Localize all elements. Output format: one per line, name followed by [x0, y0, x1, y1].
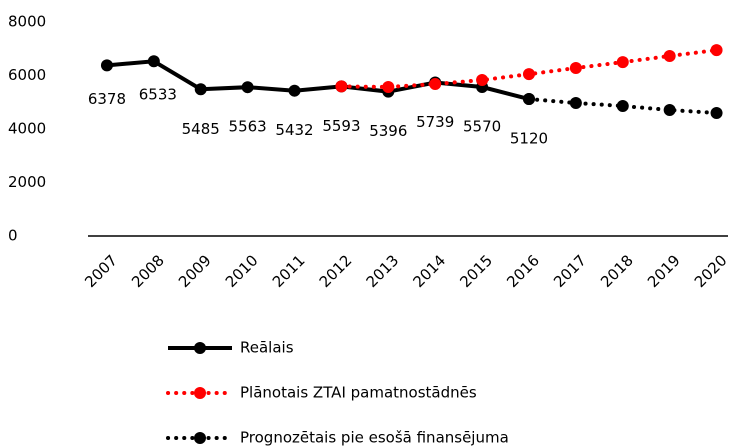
marker: [710, 106, 723, 119]
legend-marker: [194, 342, 206, 354]
data-label: 5396: [369, 122, 407, 140]
x-tick-label: 2007: [81, 251, 121, 291]
marker: [710, 44, 723, 57]
legend-marker: [194, 387, 206, 399]
data-label: 5485: [182, 120, 220, 138]
y-tick-label: 8000: [8, 13, 46, 31]
marker: [335, 80, 348, 93]
marker: [663, 104, 676, 117]
data-label: 6378: [88, 90, 126, 108]
marker: [194, 83, 207, 96]
marker: [616, 99, 629, 112]
x-tick-label: 2012: [316, 251, 356, 291]
legend-label: Plānotais ZTAI pamatnostādnēs: [240, 384, 477, 402]
y-tick-label: 4000: [8, 120, 46, 138]
x-tick-label: 2020: [691, 251, 731, 291]
x-tick-label: 2017: [550, 251, 590, 291]
legend-label: Reālais: [240, 339, 294, 357]
y-tick-label: 2000: [8, 173, 46, 191]
x-tick-label: 2013: [363, 251, 403, 291]
x-tick-label: 2018: [597, 251, 637, 291]
x-tick-label: 2014: [409, 251, 449, 291]
x-tick-label: 2010: [222, 251, 262, 291]
marker: [429, 78, 442, 91]
x-tick-label: 2011: [269, 251, 309, 291]
marker: [382, 81, 395, 94]
marker: [569, 97, 582, 110]
data-label: 6533: [139, 86, 177, 104]
marker: [476, 74, 489, 87]
y-tick-label: 0: [8, 227, 18, 245]
marker: [569, 62, 582, 75]
marker: [522, 68, 535, 81]
x-tick-label: 2016: [503, 251, 543, 291]
x-tick-label: 2015: [456, 251, 496, 291]
x-tick-label: 2019: [644, 251, 684, 291]
series-line: [106, 59, 530, 101]
data-label: 5120: [510, 130, 548, 148]
marker: [100, 59, 113, 72]
data-label: 5432: [275, 121, 313, 139]
legend-label: Prognozētais pie esošā finansējuma: [240, 429, 509, 447]
data-label: 5570: [463, 118, 501, 136]
marker: [288, 84, 301, 97]
data-label: 5739: [416, 113, 454, 131]
marker: [241, 81, 254, 94]
legend-marker: [194, 432, 206, 444]
series-line: [526, 97, 719, 115]
data-label: 5563: [229, 118, 267, 136]
marker: [147, 55, 160, 68]
marker: [663, 49, 676, 62]
y-tick-label: 6000: [8, 66, 46, 84]
x-tick-label: 2008: [128, 251, 168, 291]
x-tick-label: 2009: [175, 251, 215, 291]
data-label: 5593: [322, 117, 360, 135]
marker: [522, 93, 535, 106]
marker: [616, 56, 629, 69]
